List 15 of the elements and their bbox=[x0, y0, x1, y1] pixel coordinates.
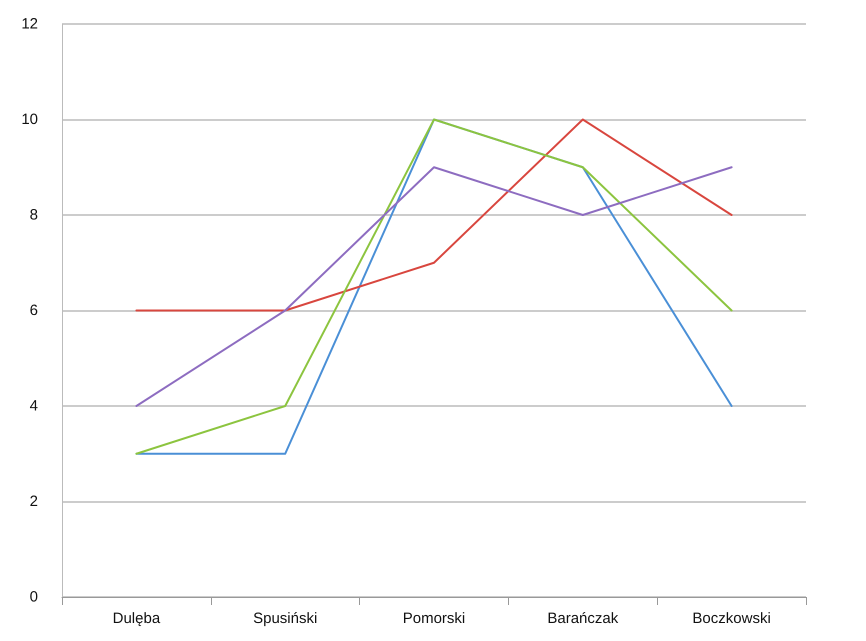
x-tick-label: Boczkowski bbox=[692, 610, 771, 627]
line-series bbox=[135, 118, 733, 455]
line-series bbox=[135, 166, 733, 407]
x-tick-label: Spusiński bbox=[253, 610, 318, 627]
x-tick-label: Barańczak bbox=[547, 610, 619, 627]
y-tick-label: 0 bbox=[30, 588, 38, 606]
y-tick-label: 4 bbox=[30, 398, 38, 414]
line-series bbox=[135, 118, 733, 312]
y-tick-label: 6 bbox=[30, 302, 38, 319]
y-tick-label: 8 bbox=[30, 206, 38, 224]
y-tick-label: 10 bbox=[21, 111, 38, 128]
y-tick-label: 2 bbox=[30, 493, 38, 510]
x-tick-label: Dulęba bbox=[112, 610, 161, 627]
x-tick-label: Pomorski bbox=[402, 610, 466, 627]
y-tick-label: 12 bbox=[21, 16, 38, 32]
